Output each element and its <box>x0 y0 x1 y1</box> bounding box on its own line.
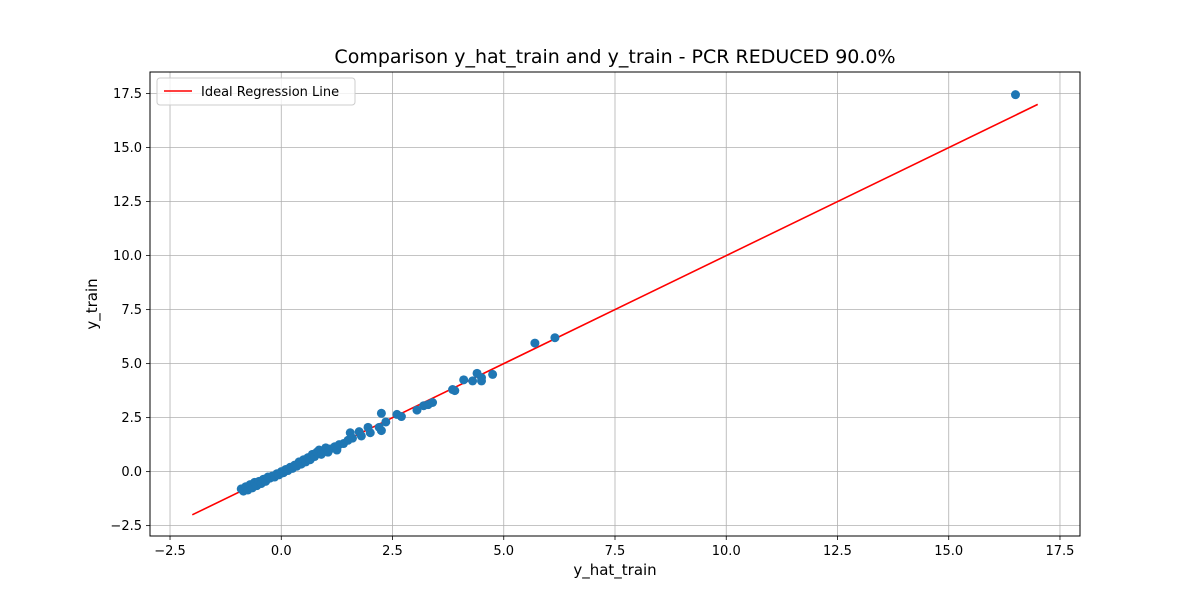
y-axis-label: y_train <box>83 278 102 329</box>
x-axis-label: y_hat_train <box>573 561 656 580</box>
scatter-point <box>396 412 406 422</box>
legend: Ideal Regression Line <box>156 77 356 106</box>
legend-label: Ideal Regression Line <box>201 85 339 100</box>
scatter-point <box>530 338 540 348</box>
y-tick-label: 2.5 <box>121 411 142 426</box>
scatter-points <box>236 90 1020 496</box>
x-tick-label: −2.5 <box>154 544 186 559</box>
scatter-point <box>468 376 478 386</box>
legend-box <box>156 77 356 106</box>
scatter-point <box>1010 90 1020 100</box>
chart-title: Comparison y_hat_train and y_train - PCR… <box>334 46 895 68</box>
x-tick-label: 12.5 <box>823 544 852 559</box>
x-tick-label: 17.5 <box>1045 544 1074 559</box>
x-tick-label: 15.0 <box>934 544 963 559</box>
scatter-point <box>365 428 375 438</box>
x-tick-label: 10.0 <box>712 544 741 559</box>
scatter-point <box>459 375 469 385</box>
scatter-point <box>412 405 422 415</box>
scatter-point <box>550 333 560 343</box>
scatter-point <box>347 433 357 443</box>
y-axis-ticks: −2.5 0.0 2.5 5.0 7.5 10.0 12.5 15.0 17.5 <box>110 87 150 534</box>
x-tick-label: 0.0 <box>271 544 292 559</box>
y-tick-label: 7.5 <box>121 303 142 318</box>
scatter-point <box>356 431 366 441</box>
y-tick-label: 5.0 <box>121 357 142 372</box>
y-tick-label: −2.5 <box>110 519 142 534</box>
x-axis-ticks: −2.5 0.0 2.5 5.0 7.5 10.0 12.5 15.0 17.5 <box>154 536 1074 559</box>
x-tick-label: 7.5 <box>605 544 626 559</box>
scatter-point <box>428 398 438 408</box>
scatter-point <box>450 386 460 396</box>
scatter-point <box>477 373 487 383</box>
y-tick-label: 12.5 <box>113 195 142 210</box>
scatter-point <box>376 408 386 418</box>
y-tick-label: 15.0 <box>113 141 142 156</box>
y-tick-label: 0.0 <box>121 465 142 480</box>
x-tick-label: 2.5 <box>382 544 403 559</box>
y-tick-label: 17.5 <box>113 87 142 102</box>
x-tick-label: 5.0 <box>493 544 514 559</box>
scatter-point <box>381 417 391 427</box>
y-tick-label: 10.0 <box>113 249 142 264</box>
scatter-point <box>376 426 386 436</box>
scatter-point <box>488 369 498 379</box>
